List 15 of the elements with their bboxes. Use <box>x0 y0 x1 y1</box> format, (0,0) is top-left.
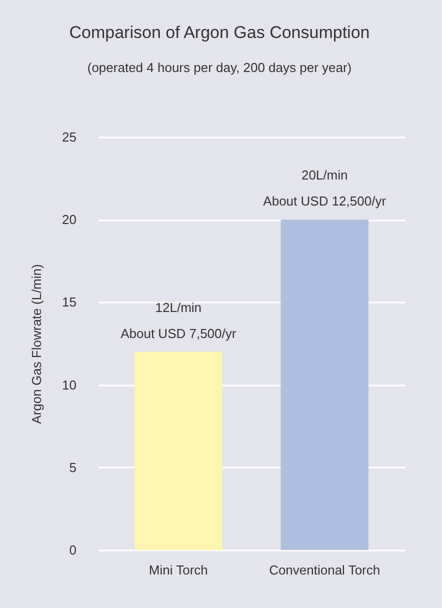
chart-title: Comparison of Argon Gas Consumption <box>69 23 370 42</box>
chart-subtitle: (operated 4 hours per day, 200 days per year) <box>87 60 352 75</box>
data-label: 20L/min <box>301 168 348 183</box>
annotation: About USD 12,500/yr <box>263 194 387 209</box>
data-label: 12L/min <box>155 300 202 315</box>
y-tick-label: 15 <box>62 294 76 310</box>
y-tick-label: 0 <box>69 542 76 558</box>
y-axis-title: Argon Gas Flowrate (L/min) <box>29 264 44 424</box>
y-tick-label: 10 <box>62 377 76 392</box>
annotation: About USD 7,500/yr <box>120 326 237 341</box>
y-tick-label: 25 <box>62 130 76 144</box>
y-tick-label: 20 <box>62 212 76 228</box>
x-tick-label: Mini Torch <box>148 562 208 578</box>
x-tick-label: Conventional Torch <box>269 562 380 578</box>
y-tick-label: 5 <box>69 460 76 475</box>
